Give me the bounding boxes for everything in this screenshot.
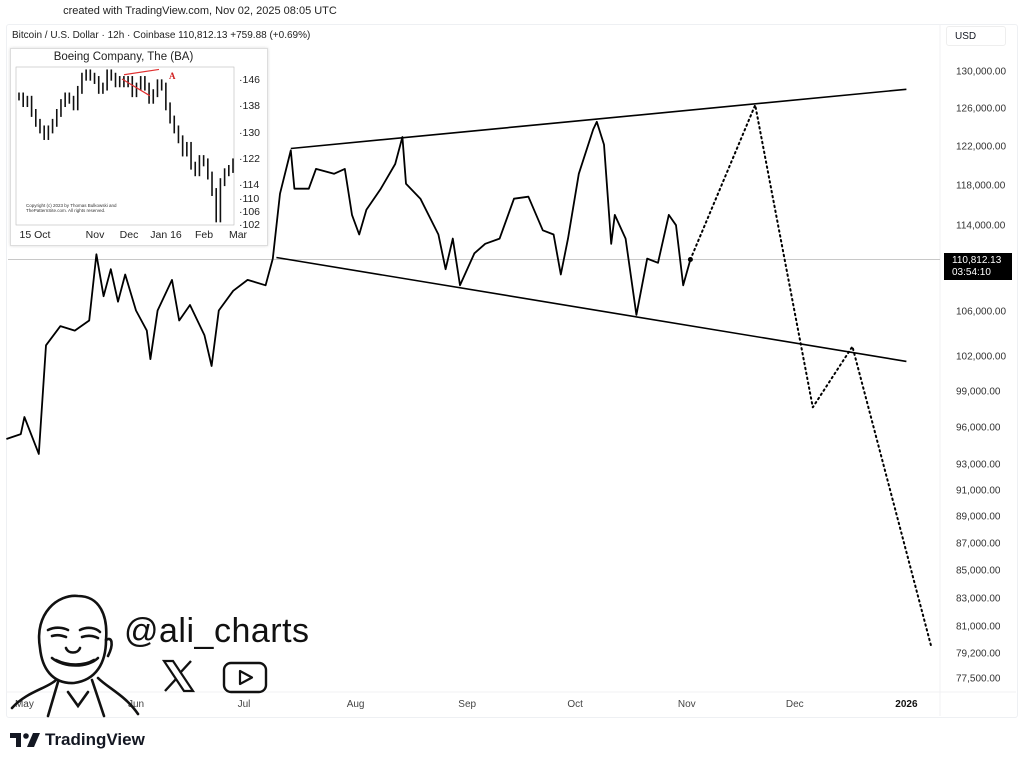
inset-copyright: Copyright (c) 2023 by Thomas Bulkowski a…	[26, 203, 117, 213]
boeing-inset-chart: Boeing Company, The (BA) ·146 ·138 ·130 ·12…	[10, 48, 268, 246]
price-tick-label: 126,000.00	[956, 103, 1007, 115]
price-tick-label: 81,000.00	[956, 621, 1001, 633]
inset-price-tick: ·110	[239, 192, 260, 205]
author-handle: @ali_charts	[124, 612, 310, 650]
price-tick-label: 106,000.00	[956, 306, 1007, 318]
inset-price-tick: ·146	[239, 74, 261, 86]
price-tick-label: 91,000.00	[956, 485, 1001, 497]
time-tick-label: Jul	[237, 699, 251, 710]
tradingview-logo-text: TradingView	[45, 730, 145, 749]
time-tick-label: Oct	[567, 699, 583, 710]
price-tick-label: 122,000.00	[956, 141, 1007, 153]
inset-price-tick: ·122	[239, 153, 261, 166]
price-tick-label: 130,000.00	[956, 66, 1007, 78]
currency-button[interactable]: USD	[946, 26, 1006, 46]
price-tick-label: 83,000.00	[956, 593, 1001, 605]
inset-time-tick: Mar	[228, 229, 248, 241]
time-tick-label: 2026	[895, 699, 918, 710]
price-tick-label: 79,200.00	[956, 648, 1001, 660]
price-tick-label: 93,000.00	[956, 459, 1001, 471]
current-price-label: 110,812.13 03:54:10	[944, 253, 1012, 280]
trendline-upper	[290, 88, 907, 150]
time-tick-label: Sep	[458, 699, 477, 710]
inset-annotation-a: A	[169, 71, 176, 81]
inset-title: Boeing Company, The (BA)	[53, 51, 194, 63]
inset-price-tick: ·106	[239, 205, 261, 218]
inset-price-tick: ·138	[239, 100, 261, 113]
tradingview-logo-icon	[10, 733, 40, 747]
price-tick-label: 96,000.00	[956, 422, 1001, 434]
inset-plot	[15, 66, 235, 226]
inset-time-tick: Dec	[119, 229, 139, 241]
inset-trendline-upper	[123, 68, 160, 76]
price-tick-label: 114,000.00	[956, 220, 1006, 232]
last-price-point	[687, 256, 693, 262]
time-tick-label: Aug	[346, 699, 365, 710]
inset-trendline-lower	[121, 78, 151, 97]
ticker-legend[interactable]: Bitcoin / U.S. Dollar · 12h · Coinbase 1…	[12, 30, 311, 41]
x-logo-icon[interactable]	[160, 658, 196, 694]
chart-frame	[6, 24, 1018, 718]
time-tick-label: May	[14, 699, 34, 710]
inset-time-tick: Feb	[194, 229, 214, 241]
inset-price-tick: ·102	[239, 218, 261, 231]
inset-price-tick: ·130	[239, 126, 261, 139]
tradingview-logo[interactable]: TradingView	[10, 730, 145, 750]
price-tick-label: 85,000.00	[956, 565, 1001, 577]
bar-countdown: 03:54:10	[952, 267, 991, 278]
current-price-value: 110,812.13	[952, 255, 1002, 266]
price-tick-label: 118,000.00	[956, 180, 1006, 192]
projection-dotted	[689, 104, 933, 649]
price-tick-label: 102,000.00	[956, 351, 1007, 363]
inset-time-tick: Jan 16	[150, 229, 182, 241]
trendline-lower	[276, 256, 907, 363]
time-tick-label: Jun	[127, 699, 145, 710]
price-tick-label: 89,000.00	[956, 511, 1001, 523]
avatar-illustration	[10, 594, 140, 718]
created-caption: created with TradingView.com, Nov 02, 20…	[63, 5, 337, 17]
time-tick-label: Nov	[677, 699, 696, 710]
price-tick-label: 77,500.00	[956, 673, 1001, 685]
price-tick-label: 87,000.00	[956, 538, 1001, 549]
time-tick-label: Dec	[785, 699, 804, 710]
inset-price-tick: ·114	[239, 179, 260, 192]
youtube-icon[interactable]	[222, 661, 268, 695]
inset-plot-border	[15, 66, 235, 226]
inset-time-tick: Nov	[85, 229, 105, 241]
price-tick-label: 99,000.00	[956, 386, 1001, 398]
inset-time-tick: 15 Oct	[19, 229, 51, 241]
btc-price-line	[6, 120, 692, 455]
